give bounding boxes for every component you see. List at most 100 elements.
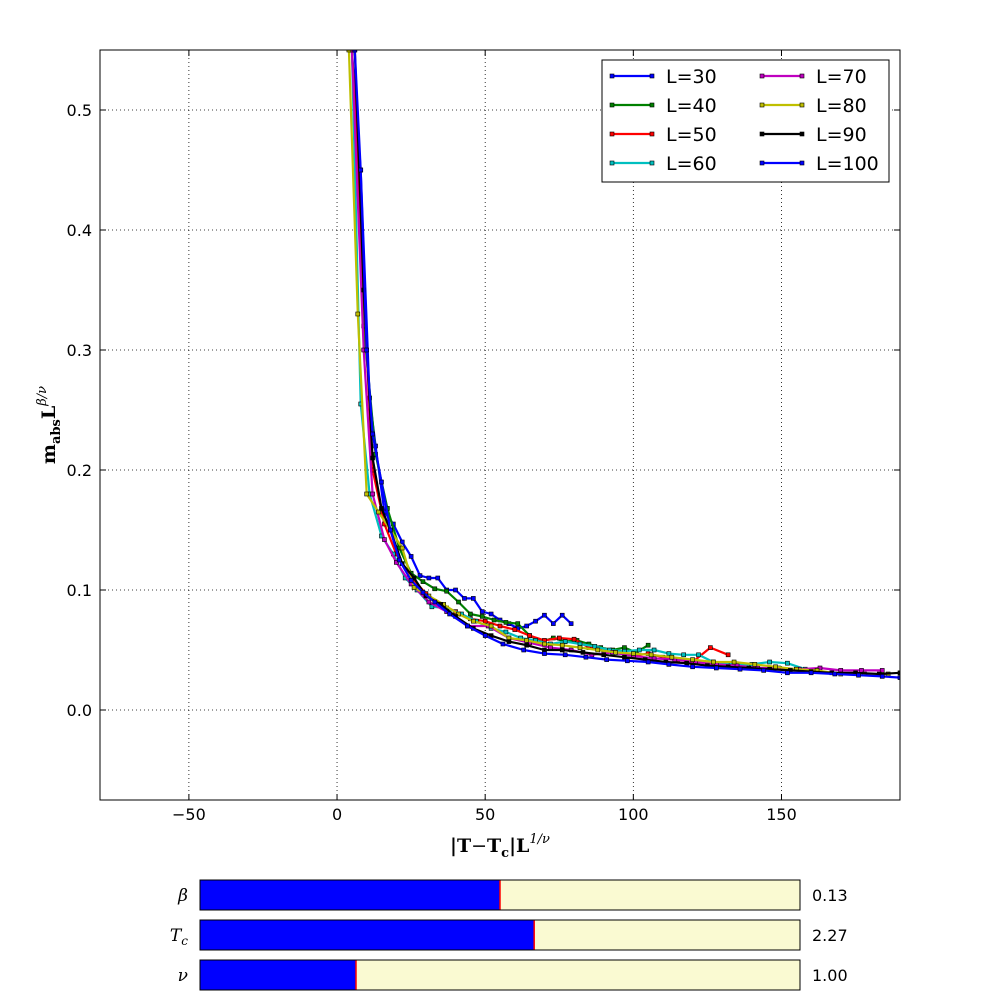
- legend-marker: [649, 102, 655, 108]
- series-l-100: [352, 50, 900, 680]
- slider-value: 2.27: [812, 926, 848, 945]
- series-l-90: [352, 50, 900, 677]
- data-point: [479, 614, 485, 619]
- data-point: [524, 638, 529, 643]
- legend: L=30 L=40 L=50 L=60 L=70 L=80 L=90 L=100: [601, 59, 890, 183]
- data-point: [897, 670, 900, 676]
- data-point: [482, 633, 488, 638]
- data-point: [456, 611, 461, 617]
- legend-item: L=90: [759, 124, 867, 146]
- data-point: [580, 650, 586, 655]
- data-point: [645, 659, 651, 665]
- data-point: [420, 579, 426, 584]
- data-point: [382, 537, 387, 542]
- plot-series: [346, 50, 900, 680]
- data-point: [399, 539, 405, 545]
- slider-fill[interactable]: [200, 920, 535, 950]
- legend-marker: [759, 131, 765, 137]
- data-point: [456, 599, 461, 605]
- data-point: [622, 654, 627, 660]
- data-point: [388, 527, 393, 533]
- y-tick-label: 0.3: [67, 341, 92, 360]
- legend-marker: [609, 73, 615, 79]
- data-point: [349, 50, 355, 53]
- legend-marker: [649, 131, 655, 137]
- data-point: [559, 647, 565, 653]
- legend-label: L=70: [816, 66, 867, 88]
- data-point: [601, 652, 607, 658]
- legend-marker: [609, 131, 615, 137]
- data-point: [370, 491, 375, 497]
- data-point: [604, 657, 609, 662]
- legend-label: L=50: [666, 124, 717, 146]
- legend-marker: [609, 102, 615, 108]
- data-point: [417, 573, 423, 578]
- data-point: [352, 50, 358, 53]
- y-tick-label: 0.1: [67, 581, 92, 600]
- legend-label: L=40: [666, 95, 717, 117]
- legend-label: L=100: [816, 153, 879, 175]
- x-tick-label: 50: [475, 805, 495, 824]
- data-point: [471, 618, 476, 624]
- legend-marker: [799, 131, 805, 137]
- slider-nu[interactable]: ν 1.00: [178, 959, 848, 991]
- legend-marker: [759, 102, 765, 108]
- legend-marker: [609, 160, 615, 166]
- legend-item: L=50: [609, 124, 717, 146]
- legend-marker: [759, 73, 765, 79]
- slider-border: [199, 959, 801, 991]
- data-point: [879, 668, 885, 673]
- data-point: [462, 596, 467, 601]
- legend-label: L=90: [816, 124, 867, 146]
- y-tick-label: 0.5: [67, 101, 92, 120]
- x-tick-label: 0: [332, 805, 342, 824]
- data-point: [420, 590, 426, 595]
- legend-marker: [759, 160, 765, 166]
- data-point: [533, 618, 538, 624]
- data-point: [515, 621, 521, 626]
- data-point: [690, 657, 695, 662]
- data-point: [432, 586, 438, 592]
- data-point: [551, 621, 556, 626]
- slider-tc[interactable]: Tc 2.27: [170, 919, 848, 951]
- data-point: [432, 599, 438, 605]
- data-point: [393, 560, 399, 565]
- data-point: [583, 654, 589, 660]
- data-point: [681, 652, 687, 658]
- data-point: [711, 659, 716, 665]
- series-line: [353, 50, 900, 676]
- data-point: [524, 623, 529, 629]
- data-point: [399, 545, 405, 551]
- x-tick-label: 150: [766, 805, 797, 824]
- data-point: [491, 617, 497, 623]
- data-point: [426, 599, 432, 605]
- data-point: [690, 664, 695, 670]
- data-point: [444, 588, 449, 594]
- data-point: [592, 644, 598, 649]
- data-point: [571, 636, 577, 642]
- data-point: [482, 618, 488, 624]
- legend-label: L=30: [666, 66, 717, 88]
- slider-fill[interactable]: [200, 880, 500, 910]
- data-point: [897, 675, 900, 680]
- x-tick-label: 100: [618, 805, 649, 824]
- series-line: [353, 50, 900, 679]
- parameter-sliders: β 0.13 Tc 2.27 ν 1.00: [170, 879, 848, 991]
- data-point: [453, 587, 458, 593]
- legend-item: L=60: [609, 153, 717, 175]
- data-point: [471, 596, 476, 601]
- y-axis-label: mabsLβ/ν: [35, 386, 64, 464]
- data-point: [636, 647, 642, 653]
- data-point: [411, 575, 417, 581]
- slider-value: 0.13: [812, 886, 848, 905]
- slider-fill[interactable]: [200, 960, 356, 990]
- data-point: [832, 671, 838, 677]
- data-point: [666, 651, 672, 656]
- data-point: [408, 578, 414, 583]
- data-point: [364, 491, 369, 497]
- data-point: [542, 641, 547, 647]
- slider-beta[interactable]: β 0.13: [177, 879, 848, 911]
- data-point: [562, 639, 568, 644]
- legend-item: L=40: [609, 95, 717, 117]
